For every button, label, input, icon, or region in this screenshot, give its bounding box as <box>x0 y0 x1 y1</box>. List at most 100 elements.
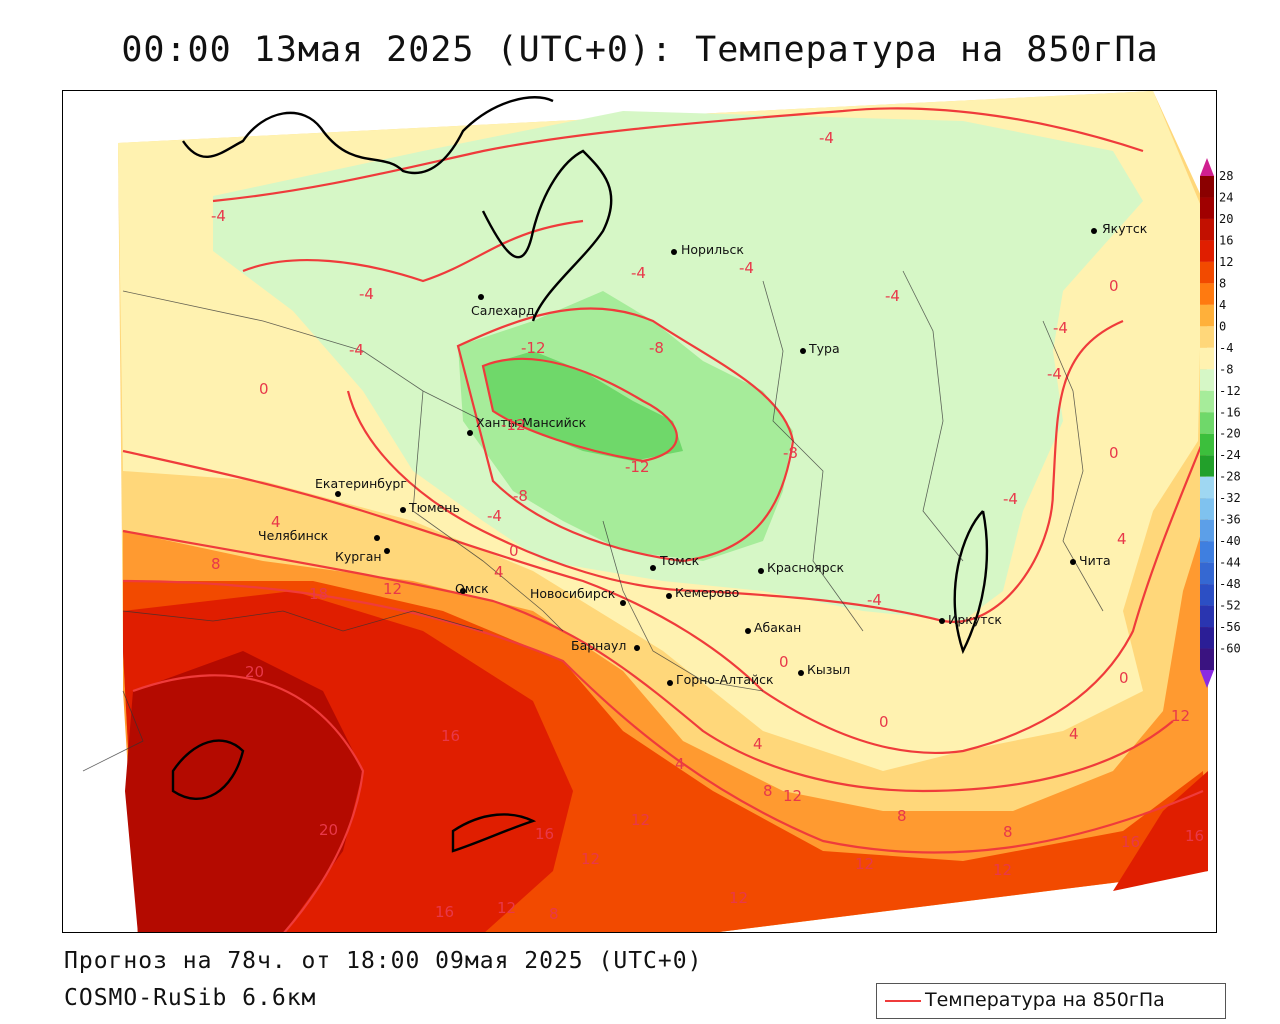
isotherm-label: 0 <box>1109 277 1119 295</box>
isotherm-label: 4 <box>675 755 685 773</box>
colorbar-cell <box>1200 240 1214 262</box>
city-markers <box>335 228 1097 686</box>
colorbar-cell <box>1200 218 1214 241</box>
isotherm-label: 20 <box>319 821 338 839</box>
isotherm-label: 12 <box>729 889 748 907</box>
colorbar-top-arrow <box>1200 158 1214 176</box>
city-label-irkutsk: Иркутск <box>948 612 1002 627</box>
colorbar-tick-label: -12 <box>1219 384 1241 398</box>
colorbar-cell <box>1200 326 1214 348</box>
isotherm-label: 4 <box>753 735 763 753</box>
temperature-map: Якутск Норильск Салехард Тура Ханты-Манс… <box>82 91 1208 932</box>
isotherm-label: 8 <box>1003 823 1013 841</box>
isotherm-label: 4 <box>494 563 504 581</box>
city-label-barnaul: Барнаул <box>571 638 626 653</box>
isotherm-label: 4 <box>1069 725 1079 743</box>
isotherm-label: 12 <box>383 580 402 598</box>
isotherm-label: 16 <box>1185 827 1204 845</box>
isotherm-label: 12 <box>1171 707 1190 725</box>
isotherm-label: 12 <box>783 787 802 805</box>
city-label-tura: Тура <box>808 341 840 356</box>
city-label-tyumen: Тюмень <box>408 500 460 515</box>
city-label-norilsk: Норильск <box>681 242 744 257</box>
city-label-abakan: Абакан <box>754 620 801 635</box>
colorbar-tick-label: 24 <box>1219 190 1233 204</box>
city-label-novosibirsk: Новосибирск <box>530 586 616 601</box>
isotherm-label: -4 <box>885 287 900 305</box>
model-info: COSMO-RuSib 6.6км <box>64 985 317 1011</box>
city-label-chita: Чита <box>1079 553 1111 568</box>
coastline <box>171 96 989 853</box>
isotherm-label: -4 <box>211 207 226 225</box>
isotherm-label: 0 <box>1119 669 1129 687</box>
isotherm-label: 12 <box>581 850 600 868</box>
isotherm-label: -8 <box>649 339 664 357</box>
colorbar-tick-label: -60 <box>1219 642 1241 656</box>
admin-borders <box>82 270 1104 772</box>
colorbar-cell <box>1200 455 1214 477</box>
isotherm-label: -4 <box>819 129 834 147</box>
isotherm-label: -4 <box>739 259 754 277</box>
city-label-kurgan: Курган <box>335 549 382 564</box>
city-labels: Якутск Норильск Салехард Тура Ханты-Манс… <box>258 221 1148 687</box>
city-label-gorno-altaysk: Горно-Алтайск <box>676 672 774 687</box>
colorbar-tick-label: 20 <box>1219 212 1233 226</box>
colorbar-tick-label: 28 <box>1219 169 1233 183</box>
isotherm-label: 12 <box>855 855 874 873</box>
legend-label: Температура на 850гПа <box>925 989 1165 1011</box>
isotherm-label: -4 <box>1047 365 1062 383</box>
colorbar: 28 24 20 16 12 8 4 0 -4 -8 -12 -16 -20 -24 -28 -32 -36 -4… <box>1200 158 1241 688</box>
colorbar-cell <box>1200 562 1214 585</box>
colorbar-cell <box>1200 584 1214 606</box>
isotherm-label: -12 <box>501 416 526 434</box>
isotherm-label: -12 <box>521 339 546 357</box>
isotherm-label: 8 <box>897 807 907 825</box>
colorbar-tick-label: 8 <box>1219 276 1226 290</box>
isotherm-label: 12 <box>497 899 516 917</box>
isotherm-label: 4 <box>1117 530 1127 548</box>
isotherm-label: 0 <box>879 713 889 731</box>
isotherm-label: 16 <box>435 903 454 921</box>
colorbar-cell <box>1200 369 1214 391</box>
isotherm-label: -8 <box>783 444 798 462</box>
colorbar-tick-label: -28 <box>1219 470 1241 484</box>
colorbar-cell <box>1200 605 1214 628</box>
isotherm-label: -4 <box>487 507 502 525</box>
colorbar-cell <box>1200 261 1214 284</box>
isotherm-labels: -4 -4 -4 -4 -4 -4 -4 -4 -4 -4 -4 -4 -8 -… <box>211 129 1204 923</box>
colorbar-tick-label: -36 <box>1219 513 1241 527</box>
colorbar-cell <box>1200 627 1214 649</box>
colorbar-cell <box>1200 304 1214 327</box>
isotherm-label: 8 <box>763 782 773 800</box>
isotherm-label: 16 <box>441 727 460 745</box>
isotherm-label: 0 <box>259 380 269 398</box>
colorbar-cell <box>1200 541 1214 563</box>
isotherm-label: 16 <box>535 825 554 843</box>
colorbar-tick-label: 16 <box>1219 233 1233 247</box>
isotherm-label: -8 <box>513 487 528 505</box>
colorbar-tick-label: -20 <box>1219 427 1241 441</box>
city-label-yakutsk: Якутск <box>1102 221 1148 236</box>
colorbar-tick-label: -44 <box>1219 556 1241 570</box>
city-label-khanty-mansiysk: Ханты-Мансийск <box>476 415 587 430</box>
map-legend: Температура на 850гПа <box>876 983 1226 1019</box>
forecast-info: Прогноз на 78ч. от 18:00 09мая 2025 (UTC… <box>64 948 703 974</box>
isotherm-label: -4 <box>359 285 374 303</box>
isotherm-label: 20 <box>245 663 264 681</box>
city-label-tomsk: Томск <box>659 553 700 568</box>
isotherm-label: 0 <box>779 653 789 671</box>
city-label-salekhard: Салехард <box>471 303 535 318</box>
isotherm-label: 12 <box>993 861 1012 879</box>
isotherm-lines <box>122 107 1205 932</box>
isotherm-label: -4 <box>631 264 646 282</box>
isotherm-label: 0 <box>1109 444 1119 462</box>
isotherm-label: 16 <box>1121 833 1140 851</box>
colorbar-cell <box>1200 347 1214 370</box>
isotherm-label: 0 <box>509 542 519 560</box>
isotherm-label: -12 <box>625 458 650 476</box>
colorbar-tick-label: -40 <box>1219 534 1241 548</box>
colorbar-cell <box>1200 412 1214 434</box>
colorbar-tick-label: -48 <box>1219 577 1241 591</box>
isotherm-label: 12 <box>631 811 650 829</box>
map-area[interactable]: Якутск Норильск Салехард Тура Ханты-Манс… <box>62 90 1217 933</box>
